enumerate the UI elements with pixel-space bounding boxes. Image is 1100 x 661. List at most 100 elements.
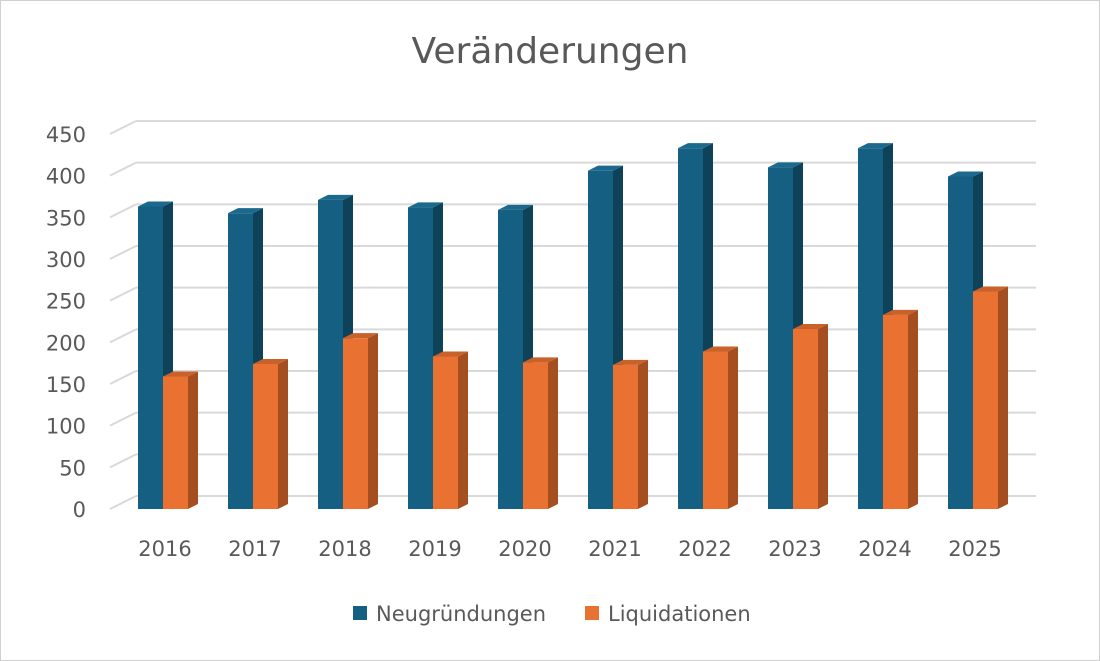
gridline-depth-300 (109, 245, 137, 260)
bar-front (793, 329, 818, 509)
bar-Liquidationen-2023 (793, 324, 828, 509)
bar-front (883, 314, 908, 509)
bar-top (253, 359, 288, 364)
bar-front (973, 291, 998, 509)
y-tick-label-400: 400 (46, 165, 86, 189)
bar-top (408, 202, 443, 208)
x-tick-label-2019: 2019 (408, 537, 461, 561)
bar-top (703, 346, 738, 352)
bar-Liquidationen-2020 (523, 357, 558, 509)
bar-front (318, 199, 343, 510)
bar-front (613, 364, 638, 509)
y-tick-label-450: 450 (46, 123, 86, 147)
bar-front (498, 209, 523, 510)
x-tick-label-2020: 2020 (498, 537, 551, 561)
bar-front (768, 167, 793, 510)
bar-top (613, 359, 648, 365)
bar-front (858, 148, 883, 509)
bar-top (678, 143, 713, 149)
bar-top (138, 201, 173, 207)
bar-top (318, 194, 353, 200)
y-tick-label-200: 200 (46, 331, 86, 355)
bar-front (678, 148, 703, 509)
gridline-depth-0 (109, 495, 137, 510)
y-tick-label-50: 50 (59, 456, 86, 480)
bar-front (228, 213, 253, 509)
legend-label-Neugründungen: Neugründungen (376, 602, 546, 626)
y-tick-label-300: 300 (46, 248, 86, 272)
bar-side (998, 286, 1008, 509)
y-tick-label-150: 150 (46, 373, 86, 397)
bar-Liquidationen-2025 (973, 286, 1008, 509)
bar-top (163, 371, 198, 377)
x-tick-label-2016: 2016 (138, 537, 191, 561)
bar-top (858, 143, 893, 149)
bar-Liquidationen-2022 (703, 346, 738, 509)
bar-top (948, 171, 983, 177)
x-tick-label-2023: 2023 (768, 537, 821, 561)
bar-Liquidationen-2021 (613, 359, 648, 509)
legend-swatch-Liquidationen (585, 606, 599, 620)
y-tick-label-350: 350 (46, 206, 86, 230)
x-axis-tick-labels: 2016 2017 2018 2019 2020 2021 2022 2023 2024 2025 (138, 537, 1001, 561)
legend-label-Liquidationen: Liquidationen (608, 602, 751, 626)
gridline-depth-400 (109, 161, 137, 177)
bar-front (343, 338, 368, 509)
x-tick-label-2018: 2018 (318, 537, 371, 561)
y-tick-label-0: 0 (73, 498, 86, 522)
chart-title: Veränderungen (412, 31, 689, 72)
bar-side (188, 371, 198, 509)
y-axis-tick-labels: 0 50 100 150 200 250 300 350 400 450 (46, 123, 86, 522)
bar-side (818, 324, 828, 509)
bar-top (228, 208, 263, 214)
gridline-depth-450 (109, 120, 137, 135)
bar-side (278, 359, 288, 509)
bar-top (973, 286, 1008, 292)
bar-Liquidationen-2019 (433, 351, 468, 509)
bar-side (908, 309, 918, 509)
bar-top (523, 357, 558, 363)
bar-Liquidationen-2017 (253, 359, 288, 509)
bar-front (948, 176, 973, 509)
bar-top (498, 204, 533, 210)
bar-front (163, 376, 188, 509)
y-tick-label-250: 250 (46, 290, 86, 314)
bar-front (138, 206, 163, 509)
gridline-depth-150 (109, 370, 137, 385)
bar-front (253, 364, 278, 509)
x-tick-label-2017: 2017 (228, 537, 281, 561)
bar-side (728, 346, 738, 509)
bar-Liquidationen-2018 (343, 333, 378, 509)
y-tick-label-100: 100 (46, 415, 86, 439)
bar-front (588, 170, 613, 509)
bar-top (588, 165, 623, 171)
bar-top (343, 333, 378, 339)
gridline-depth-200 (109, 328, 137, 344)
bar-top (793, 324, 828, 329)
x-tick-label-2024: 2024 (858, 537, 911, 561)
bar-top (433, 351, 468, 357)
x-tick-label-2022: 2022 (678, 537, 731, 561)
bar-side (458, 351, 468, 509)
x-tick-label-2025: 2025 (948, 537, 1001, 561)
gridline-depth-50 (109, 453, 137, 469)
gridline-depth-250 (109, 286, 137, 302)
bar-front (408, 207, 433, 510)
bar-side (638, 359, 648, 509)
legend-swatch-Neugründungen (353, 606, 367, 620)
bar-Liquidationen-2024 (883, 309, 918, 509)
x-tick-label-2021: 2021 (588, 537, 641, 561)
bar-top (768, 162, 803, 168)
bars (138, 143, 1008, 510)
legend: Neugründungen Liquidationen (353, 602, 751, 626)
gridline-depth-100 (109, 411, 137, 427)
bar-side (548, 357, 558, 509)
bar-front (523, 362, 548, 509)
bar-front (433, 356, 458, 509)
bar-Liquidationen-2016 (163, 371, 198, 509)
bar-side (368, 333, 378, 509)
bar-top (883, 309, 918, 315)
gridline-depth-350 (109, 203, 137, 219)
bar-front (703, 351, 728, 509)
